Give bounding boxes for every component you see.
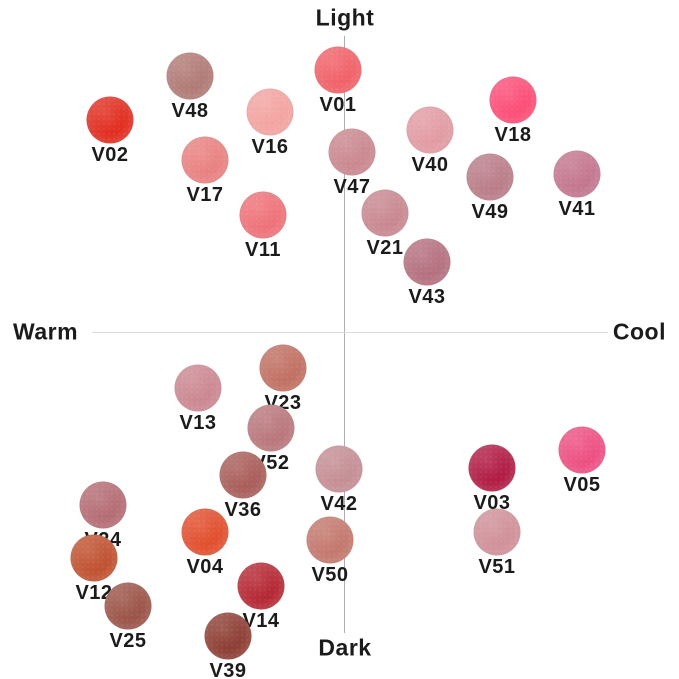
swatch-label: V50	[311, 564, 349, 586]
swatch-label: V04	[186, 556, 224, 578]
swatch-color-dot	[86, 96, 134, 144]
swatch-label: V16	[251, 136, 289, 158]
swatch-color-dot	[70, 534, 118, 582]
swatch-label: V47	[333, 176, 371, 198]
swatch-label: V13	[179, 412, 217, 434]
swatch-color-dot	[328, 128, 376, 176]
swatch-label: V25	[109, 630, 147, 652]
vertical-axis-line	[344, 36, 345, 633]
swatch-label: V36	[224, 499, 262, 521]
swatch-label: V41	[558, 198, 596, 220]
axis-label-dark: Dark	[318, 634, 372, 661]
axis-label-light: Light	[315, 4, 375, 31]
swatch-label: V12	[75, 582, 113, 604]
swatch-color-dot	[246, 88, 294, 136]
swatch-color-dot	[166, 52, 214, 100]
swatch-label: V39	[209, 660, 247, 679]
swatch-label: V01	[319, 94, 357, 116]
swatch-color-dot	[473, 508, 521, 556]
swatch-label: V02	[91, 144, 129, 166]
swatch-label: V14	[242, 610, 280, 632]
swatch-color-dot	[181, 508, 229, 556]
swatch-color-dot	[204, 612, 252, 660]
swatch-color-dot	[237, 562, 285, 610]
swatch-color-dot	[361, 189, 409, 237]
swatch-label: V49	[471, 201, 509, 223]
swatch-label: V11	[245, 239, 281, 261]
swatch-label: V05	[563, 474, 601, 496]
swatch-color-dot	[315, 445, 363, 493]
horizontal-axis-line	[92, 332, 608, 333]
swatch-color-dot	[219, 451, 267, 499]
swatch-color-dot	[239, 191, 287, 239]
swatch-color-dot	[104, 582, 152, 630]
swatch-label: V51	[478, 556, 516, 578]
swatch-label: V40	[411, 154, 449, 176]
swatch-color-dot	[558, 426, 606, 474]
swatch-color-dot	[468, 444, 516, 492]
swatch-color-dot	[489, 76, 537, 124]
swatch-label: V17	[186, 184, 224, 206]
swatch-color-dot	[403, 238, 451, 286]
swatch-color-dot	[247, 404, 295, 452]
swatch-label: V18	[494, 124, 532, 146]
swatch-color-dot	[259, 344, 307, 392]
swatch-label: V43	[408, 286, 446, 308]
axis-label-warm: Warm	[13, 318, 79, 345]
swatch-label: V48	[171, 100, 209, 122]
swatch-color-dot	[181, 136, 229, 184]
swatch-color-dot	[79, 481, 127, 529]
swatch-color-dot	[314, 46, 362, 94]
swatch-color-dot	[174, 364, 222, 412]
swatch-label: V42	[320, 493, 358, 515]
swatch-color-dot	[553, 150, 601, 198]
swatch-color-dot	[306, 516, 354, 564]
swatch-color-dot	[466, 153, 514, 201]
swatch-label: V21	[366, 237, 404, 259]
swatch-color-dot	[406, 106, 454, 154]
axis-label-cool: Cool	[612, 318, 666, 345]
